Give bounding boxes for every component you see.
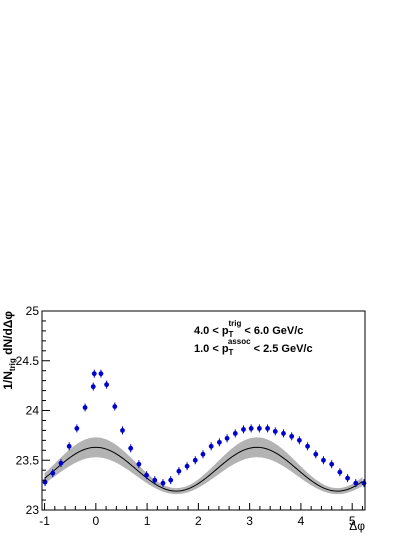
annotation-trig: 4.0 < pTtrig < 6.0 GeV/c — [194, 319, 303, 339]
data-point — [216, 438, 222, 447]
data-point — [176, 467, 182, 476]
data-point — [50, 469, 56, 478]
y-tick-label: 24.5 — [16, 354, 40, 368]
data-point — [321, 456, 326, 465]
data-point — [296, 436, 302, 445]
data-point — [192, 456, 198, 465]
data-point — [184, 462, 190, 471]
annotation-trig-pre: 4.0 < p — [194, 325, 229, 337]
data-point — [272, 427, 278, 436]
v2-uncertainty-band — [44, 437, 363, 495]
y-axis-title-sub: trig — [8, 358, 17, 371]
annotation-assoc-post: < 2.5 GeV/c — [251, 343, 313, 355]
annotations: 4.0 < pTtrig < 6.0 GeV/c 1.0 < pTassoc <… — [194, 319, 313, 357]
data-point — [200, 450, 206, 459]
data-point — [241, 425, 246, 434]
data-point — [42, 478, 48, 487]
data-point — [90, 382, 96, 391]
data-point — [128, 444, 134, 453]
x-tick-label: 2 — [195, 514, 202, 528]
data-point — [289, 432, 295, 441]
x-tick-label: 5 — [349, 514, 356, 528]
data-point — [256, 424, 262, 433]
data-point — [168, 476, 174, 485]
v2-curve — [44, 446, 363, 492]
annotation-assoc-sup: assoc — [228, 337, 251, 346]
y-axis-title: 1/Ntrig dN/dΔφ — [1, 311, 17, 390]
y-axis-title-rest: dN/dΔφ — [1, 311, 15, 359]
annotation-trig-sup: trig — [228, 319, 241, 328]
data-point — [66, 442, 72, 451]
data-point — [248, 424, 254, 433]
x-tick-label: 3 — [246, 514, 253, 528]
y-axis-title-main: 1/N — [1, 371, 15, 390]
data-point — [74, 424, 80, 433]
data-point — [91, 369, 97, 378]
y-tick-label: 23 — [26, 503, 40, 517]
x-tick-label: 4 — [298, 514, 305, 528]
data-point — [104, 380, 109, 389]
data-point — [265, 424, 270, 433]
annotation-trig-sub: T — [229, 330, 234, 339]
data-point — [353, 479, 359, 488]
x-tick-label: 1 — [144, 514, 151, 528]
annotation-assoc-sub: T — [229, 348, 234, 357]
x-axis-title: Δφ — [349, 519, 365, 533]
data-point — [160, 479, 166, 488]
data-points — [42, 369, 367, 488]
data-point — [329, 460, 335, 469]
data-point — [144, 471, 149, 480]
y-tick-label: 25 — [26, 304, 40, 318]
data-point — [152, 476, 158, 485]
y-axis: 23 23.5 24 24.5 25 — [16, 304, 50, 517]
annotation-trig-post: < 6.0 GeV/c — [241, 325, 303, 337]
data-point — [281, 429, 286, 438]
data-point — [232, 429, 238, 438]
annotation-assoc: 1.0 < pTassoc < 2.5 GeV/c — [194, 337, 313, 357]
x-tick-label: -1 — [39, 514, 50, 528]
data-point — [224, 434, 230, 443]
y-tick-label: 24 — [26, 404, 40, 418]
data-point — [136, 460, 142, 469]
data-point — [112, 402, 118, 411]
data-point — [82, 403, 88, 412]
data-point — [208, 442, 214, 451]
data-point — [98, 369, 104, 378]
annotation-assoc-pre: 1.0 < p — [194, 343, 229, 355]
data-point — [345, 474, 350, 483]
v2-curve-line — [44, 446, 363, 492]
data-point — [120, 426, 125, 435]
x-axis: -1 0 1 2 3 4 5 — [39, 503, 363, 528]
x-tick-label: 0 — [92, 514, 99, 528]
y-tick-label: 23.5 — [16, 453, 40, 467]
data-point — [313, 450, 319, 459]
data-point — [337, 468, 343, 477]
data-point — [58, 459, 64, 468]
data-point — [305, 442, 310, 451]
v2-band-area — [44, 437, 363, 495]
